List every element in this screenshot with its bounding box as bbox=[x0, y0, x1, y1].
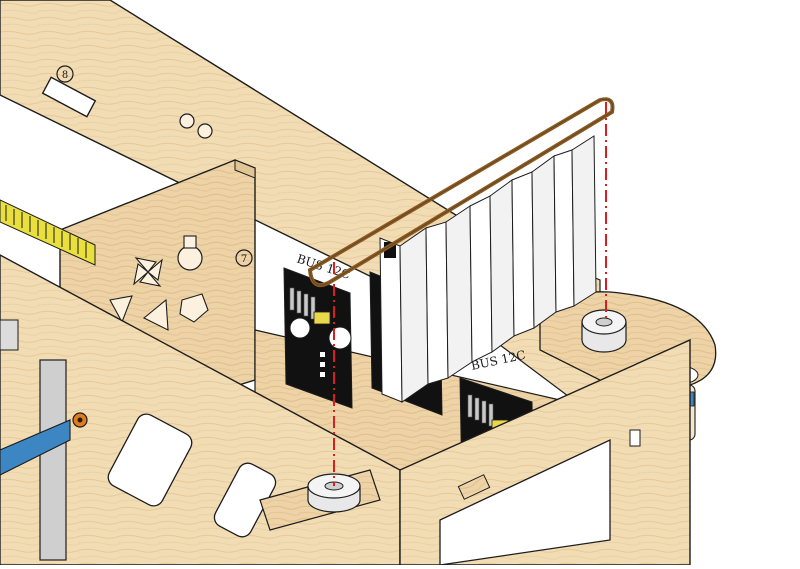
header-pins bbox=[289, 287, 316, 320]
ribbon-cable bbox=[0, 419, 71, 476]
pentagon-icon bbox=[179, 293, 209, 323]
side-knob bbox=[0, 319, 19, 351]
header-pins bbox=[467, 394, 494, 427]
front-wall-left bbox=[0, 254, 401, 566]
mount-hole bbox=[289, 317, 311, 339]
hole-cutout bbox=[197, 123, 213, 139]
marker-top-label: 8 bbox=[62, 70, 68, 81]
pulley-right bbox=[581, 309, 627, 353]
slot-cutout bbox=[41, 76, 97, 118]
marker-mid-label: 7 bbox=[241, 254, 247, 265]
lightbulb-icon bbox=[177, 235, 203, 271]
hole-cutout bbox=[179, 113, 195, 129]
pinwheel-icon bbox=[133, 257, 163, 287]
front-right-frame bbox=[399, 338, 691, 566]
mount-hole bbox=[328, 326, 352, 350]
connector bbox=[313, 311, 331, 325]
window-cutout bbox=[107, 413, 193, 507]
frame-opening bbox=[439, 438, 611, 566]
yellow-header-strip bbox=[0, 199, 96, 266]
alignment-guides bbox=[333, 102, 607, 486]
triangle-icon bbox=[109, 295, 169, 331]
curtain-slats bbox=[379, 135, 597, 403]
metal-bracket bbox=[39, 359, 67, 561]
number-badge-icon: 7 bbox=[235, 249, 253, 267]
wire-loop bbox=[307, 97, 615, 287]
number-badge-icon: 8 bbox=[56, 65, 74, 83]
